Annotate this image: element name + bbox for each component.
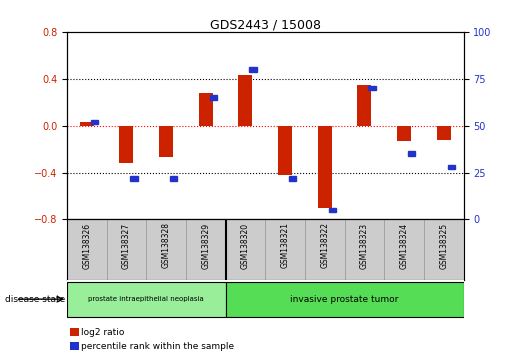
Bar (265, 219, 305, 280)
Bar (368, 86, 375, 91)
Bar (199, 93, 213, 126)
Text: GSM138320: GSM138320 (241, 222, 250, 269)
Title: GDS2443 / 15008: GDS2443 / 15008 (210, 19, 321, 32)
Bar (67, 219, 107, 280)
Bar (305, 219, 345, 280)
Text: GSM138321: GSM138321 (281, 222, 289, 268)
Bar (186, 219, 226, 280)
Bar (289, 176, 296, 181)
Bar (130, 176, 138, 181)
Text: GSM138322: GSM138322 (320, 222, 329, 268)
Bar (91, 120, 98, 124)
Bar (80, 122, 94, 126)
Bar (397, 126, 411, 141)
Bar (329, 208, 336, 212)
Bar (107, 219, 146, 280)
Text: GSM138328: GSM138328 (162, 222, 170, 268)
Text: GSM138324: GSM138324 (400, 222, 408, 269)
Bar (67, 282, 226, 316)
Bar (210, 95, 217, 100)
Text: percentile rank within the sample: percentile rank within the sample (81, 342, 234, 352)
Bar (146, 219, 186, 280)
Bar (345, 219, 384, 280)
Text: GSM138325: GSM138325 (439, 222, 448, 269)
Text: GSM138329: GSM138329 (201, 222, 210, 269)
Bar (437, 126, 451, 140)
Bar (448, 165, 455, 169)
Bar (159, 126, 173, 157)
Bar (226, 282, 464, 316)
Text: log2 ratio: log2 ratio (81, 328, 125, 337)
Text: prostate intraepithelial neoplasia: prostate intraepithelial neoplasia (89, 296, 204, 302)
Bar (226, 219, 265, 280)
Bar (424, 219, 464, 280)
Bar (278, 126, 292, 175)
Bar (170, 176, 177, 181)
Bar (384, 219, 424, 280)
Text: GSM138327: GSM138327 (122, 222, 131, 269)
Bar (119, 126, 133, 163)
Bar (249, 67, 256, 72)
Bar (238, 75, 252, 126)
Text: disease state: disease state (5, 295, 65, 304)
Text: GSM138326: GSM138326 (82, 222, 91, 269)
Text: GSM138323: GSM138323 (360, 222, 369, 269)
Bar (357, 85, 371, 126)
Bar (318, 126, 332, 208)
Text: invasive prostate tumor: invasive prostate tumor (290, 295, 399, 304)
Bar (408, 152, 415, 156)
